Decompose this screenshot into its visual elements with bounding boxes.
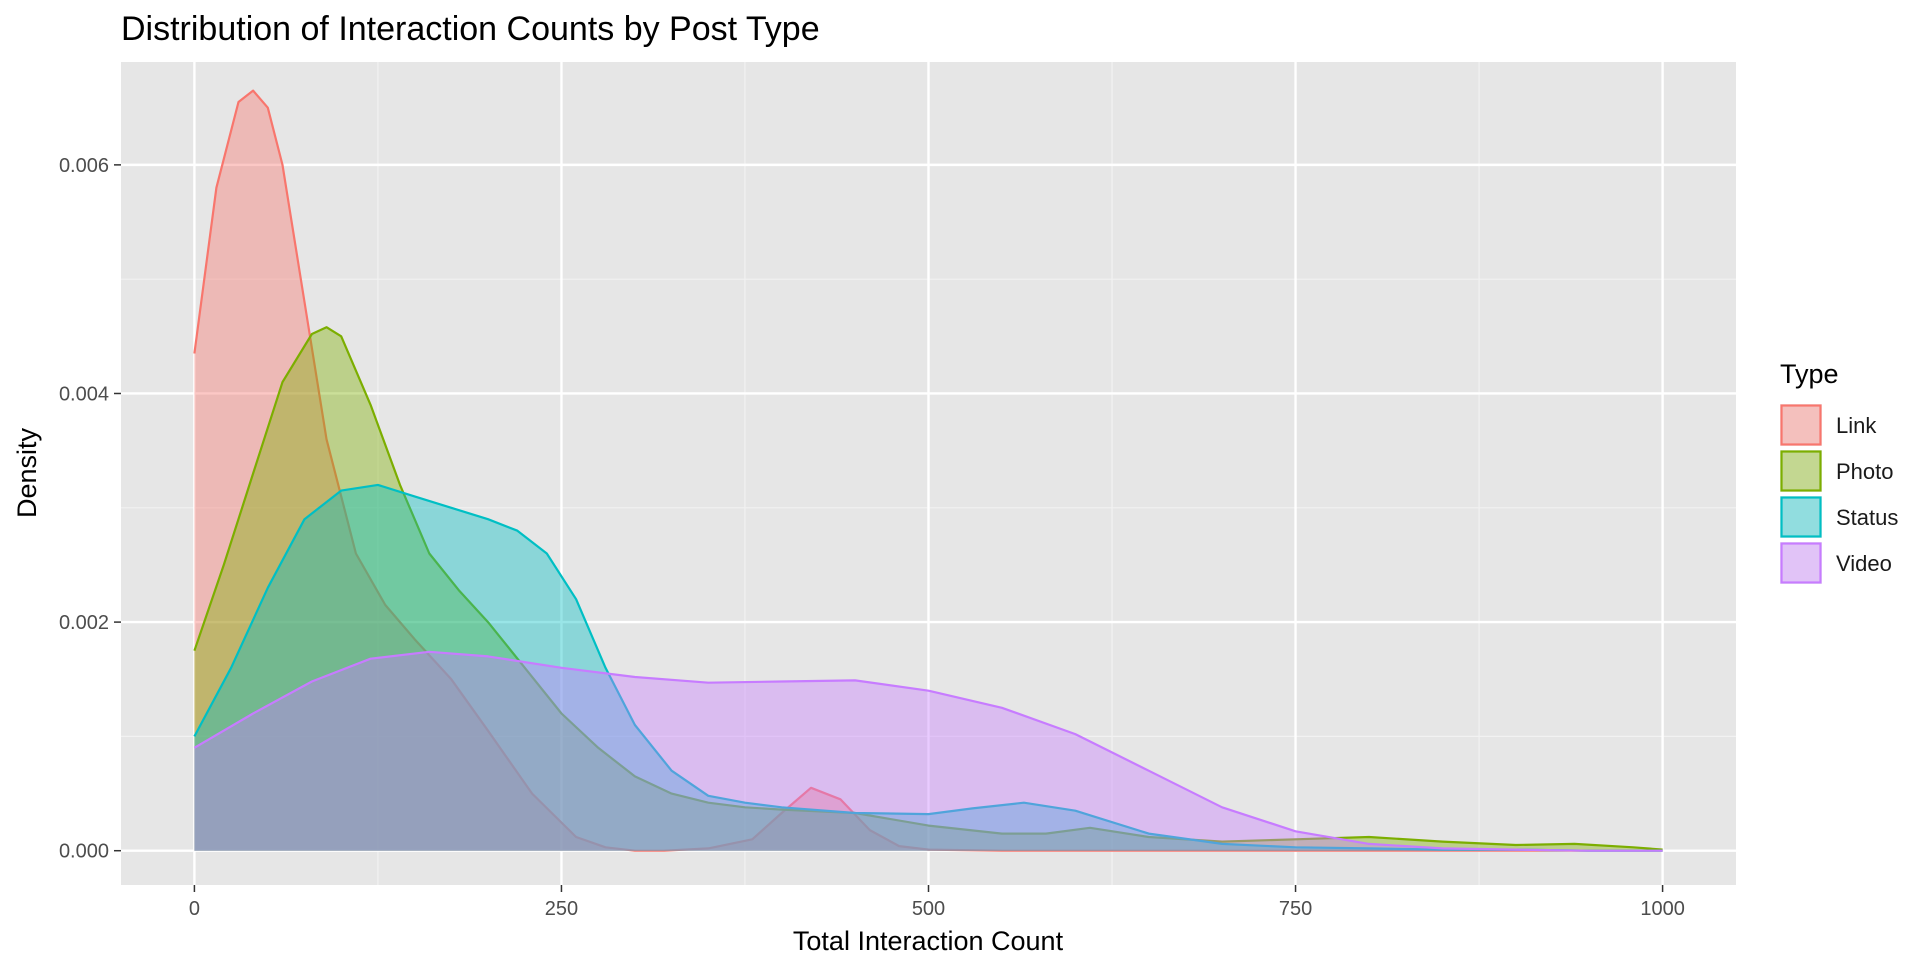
x-tick-label: 750 [1279, 898, 1312, 920]
x-axis-label: Total Interaction Count [793, 926, 1064, 956]
y-tick-label: 0.004 [59, 383, 109, 405]
chart-title: Distribution of Interaction Counts by Po… [121, 10, 820, 48]
legend-swatch-photo [1780, 450, 1822, 492]
density-line-status [193, 483, 1663, 852]
x-tick-label: 1000 [1640, 898, 1685, 920]
x-tick-label: 250 [545, 898, 578, 920]
y-axis-label: Density [12, 427, 42, 518]
legend-items: Link Photo Status Video [1780, 404, 1898, 584]
density-line-video [193, 650, 1663, 852]
density-area-video [194, 651, 1663, 851]
x-axis-ticks: 0 250 500 750 1000 [189, 885, 1685, 920]
legend-swatch-status [1780, 496, 1822, 538]
legend-title: Type [1780, 359, 1839, 389]
y-tick-label: 0.006 [59, 155, 109, 177]
y-tick-label: 0.002 [59, 612, 109, 634]
legend-key-bg [1780, 404, 1822, 446]
legend-label-video: Video [1836, 551, 1892, 576]
y-tick-label: 0.000 [59, 841, 109, 863]
legend-swatch-video [1780, 542, 1822, 584]
legend-label-photo: Photo [1836, 459, 1894, 484]
density-series [193, 89, 1663, 852]
density-area-link [194, 90, 1663, 851]
x-tick-label: 0 [189, 898, 200, 920]
legend-key-bg [1780, 542, 1822, 584]
y-axis-ticks: 0.000 0.002 0.004 0.006 [59, 155, 121, 863]
major-gridlines [121, 62, 1736, 885]
legend-key-bg [1780, 496, 1822, 538]
legend-label-link: Link [1836, 413, 1877, 438]
legend-swatch-link [1780, 404, 1822, 446]
density-area-photo [194, 327, 1663, 851]
legend-key-bg [1780, 450, 1822, 492]
x-tick-label: 500 [912, 898, 945, 920]
density-line-link [193, 89, 1663, 852]
legend: Type Link Photo Status Video [1780, 359, 1898, 584]
legend-label-status: Status [1836, 505, 1898, 530]
